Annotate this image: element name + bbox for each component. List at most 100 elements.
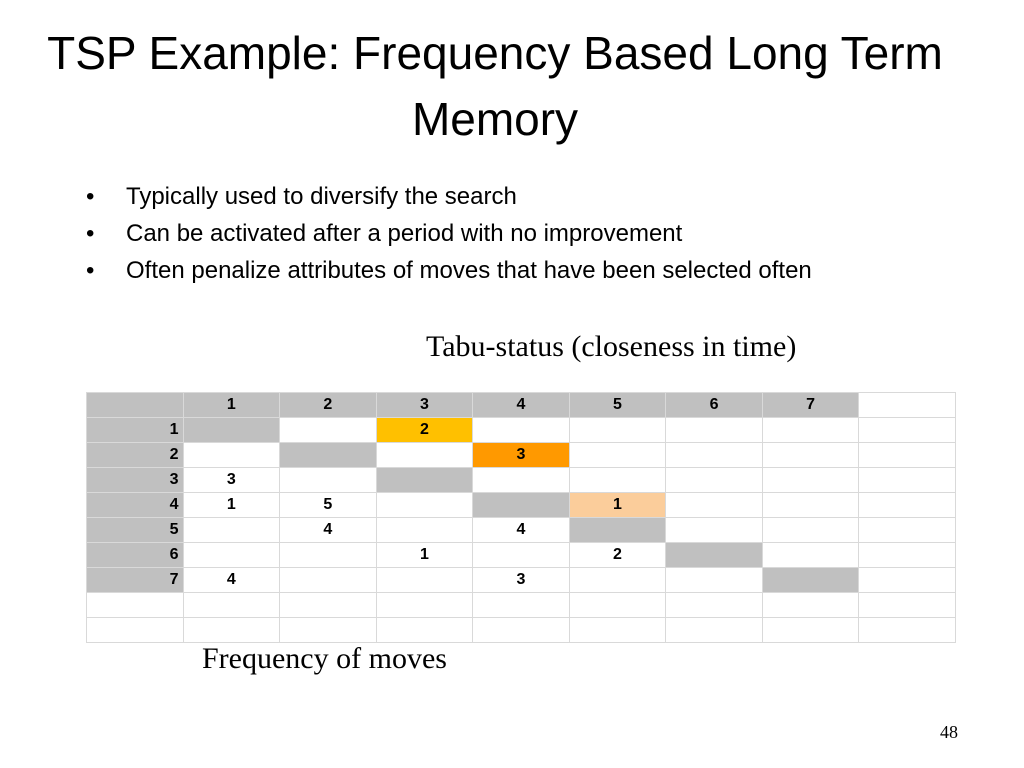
table-cell: [568, 592, 667, 618]
row-header: 5: [86, 517, 184, 543]
row-header: 3: [86, 467, 184, 493]
tabu-status-caption: Tabu-status (closeness in time): [426, 330, 797, 363]
table-cell: 5: [279, 492, 377, 518]
table-cell: [858, 592, 956, 618]
table-cell: [375, 492, 474, 518]
column-header: 6: [665, 392, 763, 418]
table-row: 7 4 3: [86, 567, 956, 593]
table-cell: [279, 567, 377, 593]
table-cell: [858, 617, 956, 643]
row-header: 4: [86, 492, 184, 518]
row-header: 7: [86, 567, 184, 593]
table-cell: [665, 467, 763, 493]
table-cell: 3: [472, 567, 570, 593]
row-header: 6: [86, 542, 184, 568]
table-cell: [761, 417, 860, 443]
bullet-item: • Typically used to diversify the search: [86, 178, 812, 215]
table-cell: [858, 517, 956, 543]
bullet-list: • Typically used to diversify the search …: [86, 178, 812, 289]
table-cell: [761, 517, 860, 543]
table-cell: [182, 517, 281, 543]
table-cell: [761, 567, 860, 593]
table-cell: [279, 417, 377, 443]
table-cell: 1: [182, 492, 281, 518]
table-cell: [665, 442, 763, 468]
table-cell: [279, 617, 377, 643]
column-header: 7: [761, 392, 860, 418]
table-cell: [279, 442, 377, 468]
table-cell: [858, 542, 956, 568]
table-cell: [665, 492, 763, 518]
table-cell: 4: [472, 517, 570, 543]
table-cell: [858, 392, 956, 418]
column-header: 1: [182, 392, 281, 418]
table-cell: [568, 467, 667, 493]
bullet-text: Typically used to diversify the search: [126, 183, 517, 210]
table-row: 1 2: [86, 417, 956, 443]
table-cell: [182, 542, 281, 568]
column-header: 3: [375, 392, 474, 418]
table-cell: [665, 592, 763, 618]
table-row: [86, 617, 956, 643]
tabu-frequency-table: 1 2 3 4 5 6 7 1 2 2 3: [86, 392, 956, 643]
table-cell: 3: [472, 442, 570, 468]
table-cell: [182, 442, 281, 468]
table-cell: [858, 442, 956, 468]
table-cell: [472, 492, 570, 518]
table-cell: [858, 467, 956, 493]
page-number: 48: [940, 722, 958, 742]
row-header: 2: [86, 442, 184, 468]
table-cell: [858, 417, 956, 443]
table-cell: [375, 467, 474, 493]
table-cell: [761, 492, 860, 518]
table-cell: [665, 417, 763, 443]
table-cell: [568, 567, 667, 593]
table-cell: [86, 617, 184, 643]
table-cell: [375, 567, 474, 593]
table-cell: [182, 592, 281, 618]
table-cell: [858, 492, 956, 518]
table-cell: [665, 517, 763, 543]
table-cell: [472, 542, 570, 568]
table-cell: [858, 567, 956, 593]
table-cell: [665, 617, 763, 643]
table-cell: 2: [375, 417, 474, 443]
table-cell: [568, 617, 667, 643]
table-cell: [375, 517, 474, 543]
table-cell: [279, 542, 377, 568]
bullet-dot: •: [86, 220, 95, 247]
bullet-dot: •: [86, 183, 95, 210]
table-row: 4 1 5 1: [86, 492, 956, 518]
table-cell: [375, 592, 474, 618]
bullet-item: • Often penalize attributes of moves that…: [86, 252, 812, 289]
column-header: 2: [279, 392, 377, 418]
table-cell: [665, 542, 763, 568]
column-header: 5: [568, 392, 667, 418]
table-cell: [761, 442, 860, 468]
slide-title: TSP Example: Frequency Based Long Term M…: [47, 27, 943, 145]
table-cell: [375, 617, 474, 643]
table-cell: [279, 467, 377, 493]
table-cell: [375, 442, 474, 468]
table-cell: 1: [375, 542, 474, 568]
table-cell: 1: [568, 492, 667, 518]
bullet-item: • Can be activated after a period with no…: [86, 215, 812, 252]
table-row: 6 1 2: [86, 542, 956, 568]
table-cell: [568, 442, 667, 468]
table-cell: [761, 467, 860, 493]
frequency-caption: Frequency of moves: [202, 642, 447, 675]
table-cell: [472, 617, 570, 643]
table-cell: [761, 592, 860, 618]
table-cell: [761, 542, 860, 568]
table-row: 2 3: [86, 442, 956, 468]
table-cell: 3: [182, 467, 281, 493]
table-cell: 4: [279, 517, 377, 543]
table-cell: 2: [568, 542, 667, 568]
bullet-dot: •: [86, 257, 95, 284]
bullet-text: Can be activated after a period with no …: [126, 220, 683, 247]
table-header-row: 1 2 3 4 5 6 7: [86, 392, 956, 418]
table-row: 5 4 4: [86, 517, 956, 543]
table-cell: [761, 617, 860, 643]
table-cell: [182, 617, 281, 643]
table-cell: 4: [182, 567, 281, 593]
